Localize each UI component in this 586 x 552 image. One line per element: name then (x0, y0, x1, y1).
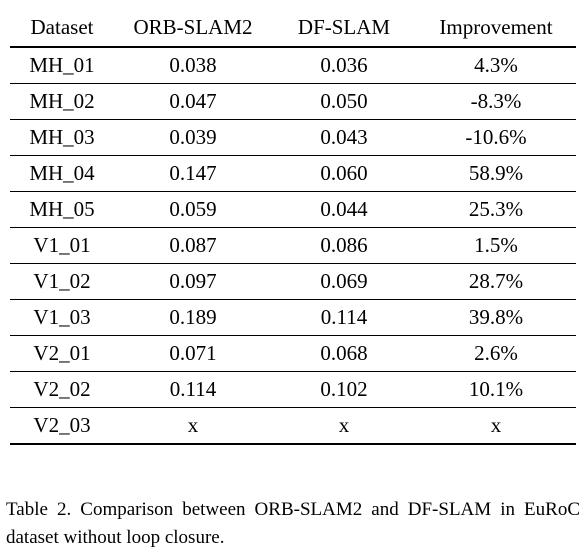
column-header-dataset: Dataset (30, 14, 94, 39)
cell-dataset: V2_03 (33, 413, 91, 437)
table-row: V2_03 x x x (10, 408, 576, 444)
cell-dataset: V1_03 (33, 305, 91, 329)
table-row: V1_01 0.087 0.086 1.5% (10, 228, 576, 264)
cell-improvement: -8.3% (470, 89, 522, 113)
table-row: MH_05 0.059 0.044 25.3% (10, 192, 576, 228)
cell-df-slam: x (338, 413, 350, 437)
cell-df-slam: 0.068 (320, 341, 368, 365)
cell-orb-slam2: 0.059 (169, 197, 217, 221)
table-row: V1_03 0.189 0.114 39.8% (10, 300, 576, 336)
table-row: V1_02 0.097 0.069 28.7% (10, 264, 576, 300)
results-table: Dataset ORB-SLAM2 DF-SLAM Improvement MH… (10, 8, 576, 445)
table-caption: Table 2. Comparison between ORB-SLAM2 an… (6, 499, 580, 548)
table-row: V2_02 0.114 0.102 10.1% (10, 372, 576, 408)
cell-improvement: x (490, 413, 502, 437)
table-row: MH_01 0.038 0.036 4.3% (10, 47, 576, 84)
cell-dataset: MH_01 (29, 53, 95, 77)
cell-df-slam: 0.069 (320, 269, 368, 293)
cell-df-slam: 0.060 (320, 161, 368, 185)
cell-orb-slam2: 0.038 (169, 53, 217, 77)
cell-improvement: 39.8% (468, 305, 524, 329)
cell-orb-slam2: 0.114 (169, 377, 217, 401)
cell-improvement: 2.6% (474, 341, 518, 365)
cell-orb-slam2: 0.039 (169, 125, 217, 149)
cell-df-slam: 0.044 (320, 197, 368, 221)
cell-orb-slam2: 0.087 (169, 233, 217, 257)
cell-orb-slam2: 0.097 (169, 269, 217, 293)
cell-improvement: 28.7% (468, 269, 524, 293)
cell-improvement: 4.3% (474, 53, 518, 77)
cell-dataset: MH_05 (29, 197, 95, 221)
cell-df-slam: 0.102 (320, 377, 368, 401)
column-header-df-slam: DF-SLAM (297, 14, 391, 39)
cell-dataset: V1_02 (33, 269, 91, 293)
cell-orb-slam2: 0.047 (169, 89, 217, 113)
cell-dataset: V2_01 (33, 341, 91, 365)
cell-df-slam: 0.043 (320, 125, 368, 149)
cell-df-slam: 0.050 (320, 89, 368, 113)
cell-orb-slam2: 0.071 (169, 341, 217, 365)
column-header-improvement: Improvement (439, 14, 553, 39)
cell-orb-slam2: 0.147 (169, 161, 217, 185)
cell-dataset: V2_02 (33, 377, 91, 401)
cell-improvement: 1.5% (474, 233, 518, 257)
cell-df-slam: 0.114 (320, 305, 368, 329)
column-header-orb-slam2: ORB-SLAM2 (133, 14, 253, 39)
cell-orb-slam2: 0.189 (169, 305, 217, 329)
cell-df-slam: 0.036 (320, 53, 368, 77)
cell-dataset: MH_03 (29, 125, 95, 149)
cell-dataset: V1_01 (33, 233, 91, 257)
table-row: MH_04 0.147 0.060 58.9% (10, 156, 576, 192)
cell-improvement: -10.6% (465, 125, 527, 149)
cell-dataset: MH_04 (29, 161, 95, 185)
table-header-row: Dataset ORB-SLAM2 DF-SLAM Improvement (10, 8, 576, 47)
cell-improvement: 10.1% (468, 377, 524, 401)
table-row: MH_02 0.047 0.050 -8.3% (10, 84, 576, 120)
table-row: V2_01 0.071 0.068 2.6% (10, 336, 576, 372)
cell-improvement: 58.9% (468, 161, 524, 185)
table-row: MH_03 0.039 0.043 -10.6% (10, 120, 576, 156)
cell-improvement: 25.3% (468, 197, 524, 221)
cell-dataset: MH_02 (29, 89, 95, 113)
cell-orb-slam2: x (187, 413, 199, 437)
cell-df-slam: 0.086 (320, 233, 368, 257)
results-table-container: Dataset ORB-SLAM2 DF-SLAM Improvement MH… (10, 8, 576, 445)
